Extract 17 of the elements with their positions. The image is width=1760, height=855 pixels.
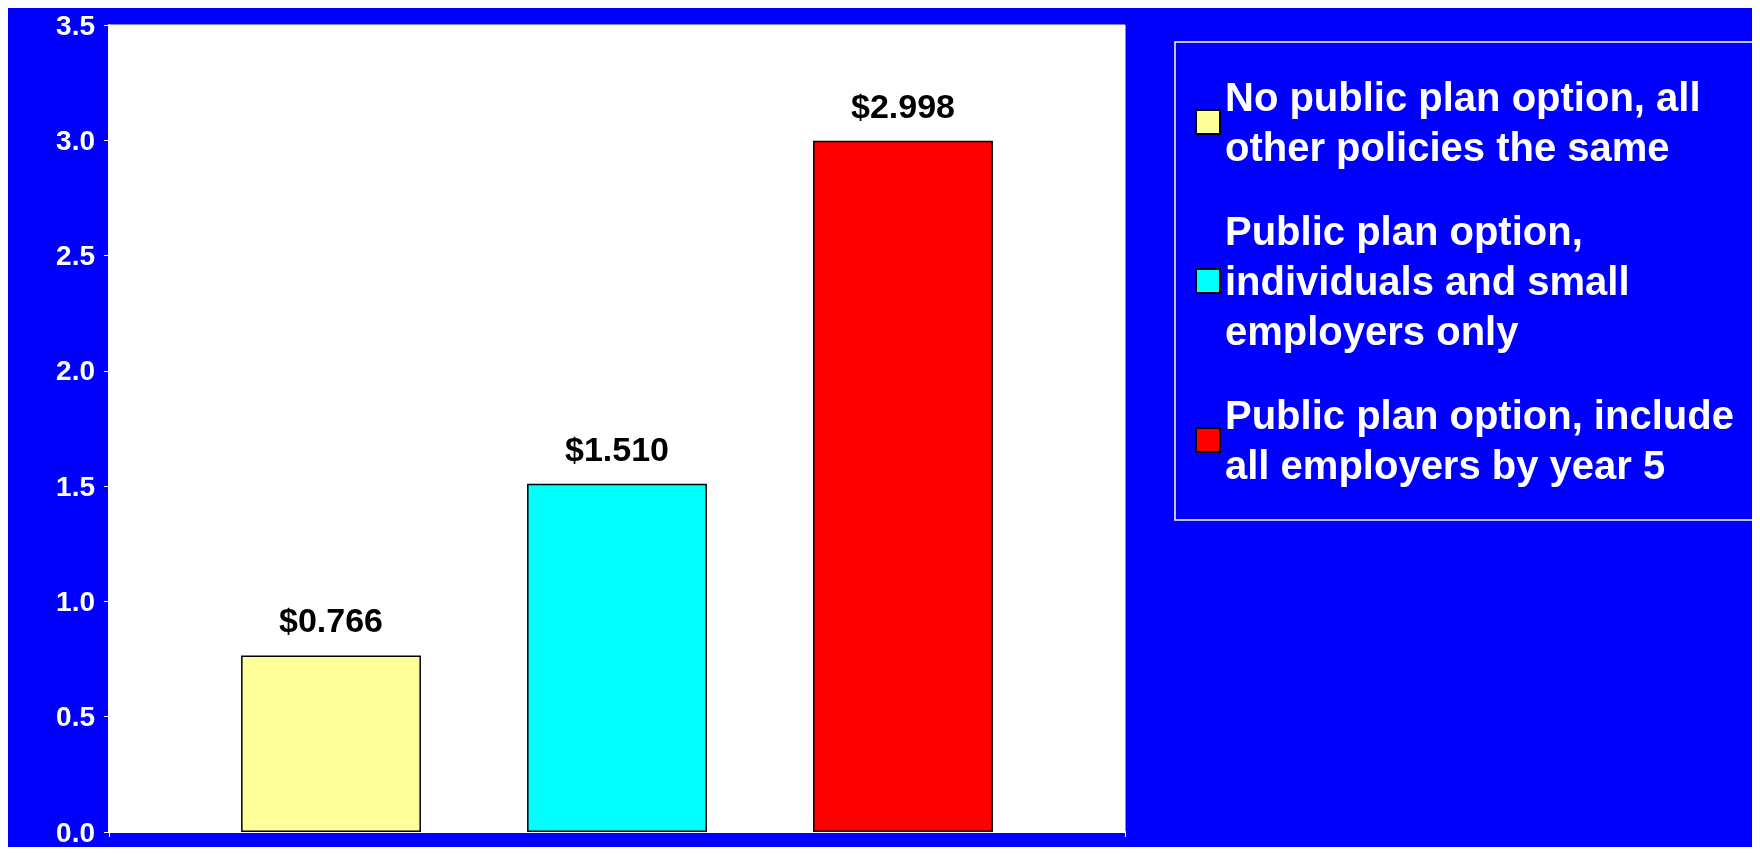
- y-tick-label: 1.5: [56, 470, 95, 502]
- y-tick-label: 3.0: [56, 124, 95, 156]
- data-label: $0.766: [279, 601, 384, 640]
- y-tick-label: 3.5: [56, 9, 95, 41]
- bar: [527, 483, 707, 832]
- y-tick-label: 1.0: [56, 585, 95, 617]
- data-label: $1.510: [565, 429, 669, 468]
- legend-label: Public plan option, individuals and small employers only: [1225, 209, 1641, 353]
- y-tick-label: 0.5: [56, 701, 95, 733]
- bar: [241, 655, 421, 832]
- bar: [813, 140, 993, 832]
- y-tick-label: 0.0: [56, 816, 95, 848]
- data-label: $2.998: [850, 86, 955, 125]
- legend-label: No public plan option, all other policies the same: [1225, 75, 1712, 169]
- legend-label: Public plan option, include all employers by year 5: [1225, 393, 1745, 487]
- y-tick-label: 2.0: [56, 355, 95, 387]
- y-tick-label: 2.5: [56, 240, 95, 272]
